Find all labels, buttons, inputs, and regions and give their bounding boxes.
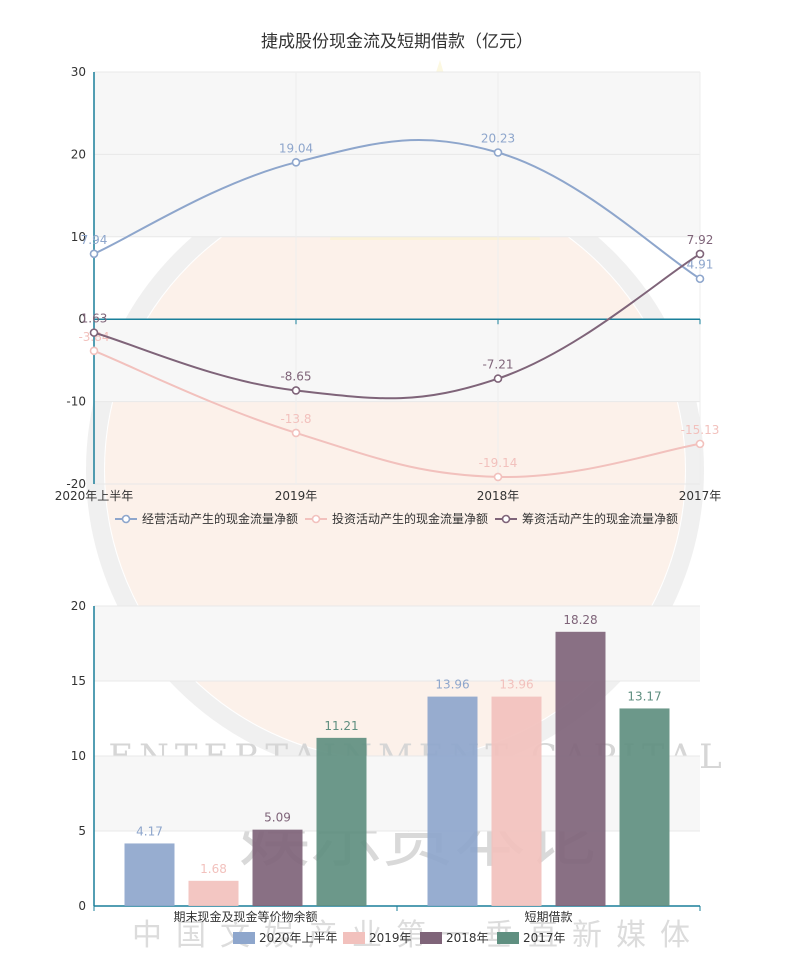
data-point: [493, 472, 503, 482]
y-tick-label: 5: [78, 824, 86, 838]
grid-band: [94, 319, 700, 402]
data-label: 13.17: [627, 689, 661, 703]
data-label: 18.28: [563, 613, 597, 627]
data-point: [695, 249, 705, 259]
data-label: 13.96: [499, 678, 533, 692]
bar-chart: 0 5 10 15 20 4.17 1.68 5.09 11.21 期末现金及现金等价物余额 13.…: [71, 599, 701, 945]
legend-label: 2017年: [523, 931, 566, 945]
x-tick-label: 2018年: [477, 489, 520, 503]
legend-label: 投资活动产生的现金流量净额: [332, 511, 488, 526]
legend-marker: [311, 514, 321, 524]
y-tick-label: 15: [71, 674, 86, 688]
data-label: 7.94: [81, 233, 108, 247]
data-point: [89, 346, 99, 356]
y-tick-label: -20: [66, 477, 86, 491]
legend-marker: [501, 514, 511, 524]
legend-label: 2018年: [446, 931, 489, 945]
y-tick-label: 0: [78, 899, 86, 913]
y-tick-label: 30: [71, 65, 86, 79]
bar: [252, 829, 303, 906]
watermark-cn-small: 中国文娱产业第一垂直新媒体: [132, 918, 704, 953]
x-tick-label: 2017年: [679, 489, 722, 503]
bar: [555, 631, 606, 906]
line-chart: -20 -10 0 10 20 30 2020年上半年 2019年 2018年 2017年 7.94…: [55, 65, 722, 526]
y-tick-label: 20: [71, 147, 86, 161]
legend-swatch: [233, 932, 255, 944]
data-label: 13.96: [435, 678, 469, 692]
y-tick-label: 10: [71, 230, 86, 244]
x-tick-label: 期末现金及现金等价物余额: [173, 909, 317, 924]
data-point: [89, 328, 99, 337]
x-tick-label: 2019年: [275, 489, 318, 503]
legend-label: 经营活动产生的现金流量净额: [142, 511, 298, 526]
grid-band: [94, 606, 700, 681]
bar: [124, 843, 175, 906]
data-point: [493, 148, 503, 157]
data-label: 20.23: [481, 132, 515, 146]
bar: [427, 696, 478, 906]
data-label: 1.68: [200, 862, 227, 876]
y-tick-label: 0: [78, 312, 86, 326]
data-label: -15.13: [681, 423, 720, 437]
data-point: [291, 158, 301, 167]
y-tick-label: 10: [71, 749, 86, 763]
bar: [491, 696, 542, 906]
x-tick-label: 短期借款: [524, 910, 572, 924]
data-label: 5.09: [264, 811, 291, 825]
grid-band: [94, 154, 700, 237]
legend-swatch: [420, 932, 442, 944]
data-point: [291, 428, 301, 438]
legend-label: 2020年上半年: [259, 931, 338, 945]
data-label: -7.21: [482, 358, 513, 372]
data-label: 19.04: [279, 141, 313, 155]
data-label: 4.91: [687, 258, 714, 272]
legend-swatch: [497, 932, 519, 944]
bar: [188, 880, 239, 906]
y-tick-label: 20: [71, 599, 86, 613]
series-line: [93, 349, 701, 478]
series-line: [93, 139, 701, 280]
y-tick-label: -10: [66, 395, 86, 409]
grid-band: [94, 756, 700, 831]
bar: [619, 708, 670, 906]
bar: [316, 737, 367, 906]
chart-title: 捷成股份现金流及短期借款（亿元）: [261, 32, 533, 52]
data-point: [493, 374, 503, 383]
data-point: [695, 439, 705, 449]
data-label: 7.92: [687, 233, 714, 247]
data-label: 4.17: [136, 824, 163, 838]
series-line: [93, 253, 701, 400]
data-point: [695, 274, 705, 284]
data-point: [291, 386, 301, 395]
data-point: [89, 249, 99, 259]
legend-label: 筹资活动产生的现金流量净额: [522, 511, 678, 526]
data-label: 11.21: [324, 719, 358, 733]
x-tick-label: 2020年上半年: [55, 489, 134, 503]
data-label: -13.8: [280, 412, 311, 426]
legend-label: 2019年: [369, 931, 412, 945]
data-label: -8.65: [280, 369, 311, 383]
data-label: -19.14: [479, 456, 518, 470]
legend-swatch: [343, 932, 365, 944]
legend-marker: [121, 514, 131, 524]
data-label: 1.63: [81, 312, 108, 326]
